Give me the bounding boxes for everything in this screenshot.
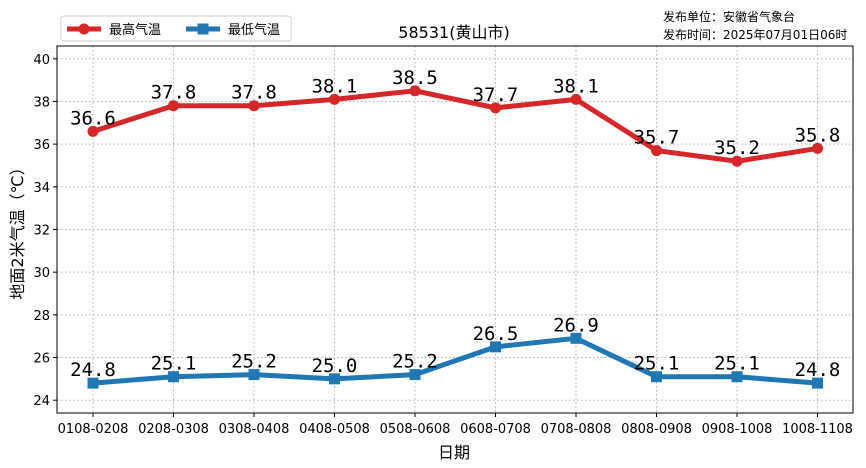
data-point — [168, 100, 179, 112]
legend-marker — [78, 23, 90, 35]
x-tick-label: 0708-0808 — [541, 422, 612, 437]
publisher-time: 发布时间：2025年07月01日06时 — [663, 28, 848, 42]
data-point — [490, 341, 501, 353]
x-tick-label: 0308-0408 — [219, 422, 290, 437]
data-point — [570, 93, 582, 105]
data-point — [651, 371, 662, 383]
data-label: 38.1 — [312, 75, 358, 97]
data-label: 25.2 — [392, 351, 438, 373]
x-tick-label: 0808-0908 — [621, 422, 692, 437]
series-line-min — [92, 335, 818, 386]
y-tick-label: 24 — [33, 394, 50, 409]
data-label: 37.7 — [473, 84, 519, 106]
data-label: 36.6 — [70, 107, 116, 129]
data-label: 25.1 — [634, 353, 680, 375]
data-label: 35.2 — [714, 137, 760, 159]
y-tick-label: 36 — [33, 138, 50, 153]
axes: 24 26 28 30 32 34 36 38 40 0108-0208 0208-0308 0308… — [33, 53, 852, 437]
data-label: 37.8 — [151, 82, 197, 104]
data-labels: 36.6 37.8 37.8 38.1 38.5 37.7 38.1 35.7 35.2 35.8… — [70, 67, 840, 381]
data-label: 26.5 — [473, 323, 519, 345]
x-tick-label: 0508-0608 — [380, 422, 451, 437]
data-point — [409, 369, 421, 381]
data-label: 25.1 — [151, 353, 197, 375]
grid — [57, 46, 853, 413]
x-tick-label: 0108-0208 — [58, 422, 129, 437]
data-label: 24.8 — [70, 359, 116, 381]
data-label: 35.7 — [634, 127, 680, 149]
publisher-unit: 发布单位：安徽省气象台 — [663, 10, 796, 24]
series-line-max — [92, 88, 818, 164]
data-point — [87, 377, 99, 389]
data-point — [570, 332, 582, 344]
y-tick-label: 40 — [33, 53, 50, 68]
data-label: 26.9 — [553, 314, 599, 336]
legend-box — [60, 15, 292, 42]
data-point — [812, 142, 823, 154]
y-axis-label: 地面2米气温（℃） — [8, 159, 27, 299]
data-point — [812, 377, 823, 389]
data-point — [329, 373, 340, 385]
data-point — [490, 102, 501, 114]
series-layer — [87, 85, 823, 389]
y-tick-label: 38 — [33, 95, 50, 110]
data-point — [168, 371, 179, 383]
x-tick-label: 0408-0508 — [299, 422, 370, 437]
legend-label: 最高气温 — [109, 22, 161, 38]
chart-title: 58531(黄山市) — [398, 23, 509, 42]
y-tick-label: 28 — [33, 309, 50, 324]
data-label: 25.2 — [231, 351, 277, 373]
data-point — [731, 155, 743, 167]
x-axis-label: 日期 — [438, 443, 470, 462]
data-point — [651, 145, 662, 157]
x-tick-label: 0908-1008 — [702, 422, 773, 437]
x-tick-label: 0608-0708 — [460, 422, 531, 437]
legend-marker — [197, 23, 209, 35]
data-point — [731, 371, 743, 383]
y-tick-label: 34 — [33, 181, 50, 196]
y-tick-label: 32 — [33, 224, 50, 239]
data-point — [87, 125, 99, 137]
data-label: 25.1 — [714, 353, 760, 375]
data-point — [409, 85, 421, 97]
publisher-info: 发布单位：安徽省气象台 发布时间：2025年07月01日06时 — [663, 8, 847, 44]
y-tick-label: 30 — [33, 266, 50, 281]
y-tick-label: 26 — [33, 352, 50, 367]
data-label: 24.8 — [795, 359, 841, 381]
data-label: 38.5 — [392, 67, 438, 89]
data-point — [329, 93, 340, 105]
data-label: 37.8 — [231, 82, 277, 104]
legend: 最高气温 最低气温 — [60, 15, 292, 42]
data-point — [248, 369, 260, 381]
data-point — [248, 100, 260, 112]
legend-label: 最低气温 — [228, 22, 280, 38]
data-label: 35.8 — [795, 124, 841, 146]
data-label: 38.1 — [553, 75, 599, 97]
x-tick-label: 1008-1108 — [782, 422, 853, 437]
data-label: 25.0 — [312, 355, 358, 377]
x-tick-label: 0208-0308 — [138, 422, 209, 437]
